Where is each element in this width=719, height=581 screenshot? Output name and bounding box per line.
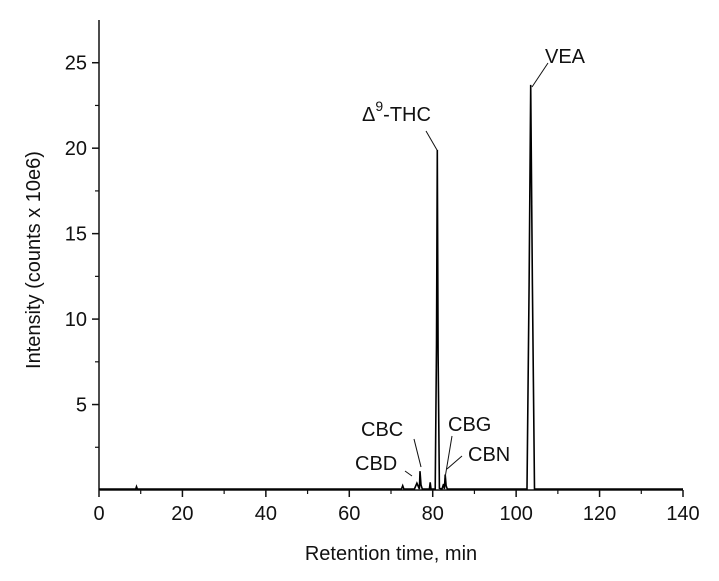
cbd-leader-line [404,470,413,477]
x-tick-label: 60 [338,503,360,525]
vea-peak-label: VEA [545,46,586,68]
y-tick-label: 15 [65,224,87,246]
y-tick-label: 10 [65,309,87,331]
x-ticks: 0 20 40 60 80 100 120 140 [93,490,700,525]
vea-leader-line [531,62,549,88]
x-tick-label: 40 [255,503,277,525]
x-axis-title: Retention time, min [305,543,477,565]
x-tick-label: 100 [499,503,532,525]
x-tick-label: 80 [422,503,444,525]
x-tick-label: 20 [171,503,193,525]
cbd-peak-label: CBD [355,453,397,475]
thc-label-sup: 9 [375,98,383,114]
x-tick-label: 140 [666,503,699,525]
y-tick-label: 5 [76,395,87,417]
cbc-leader-line [413,438,422,468]
thc-label-rest: -THC [383,104,431,126]
y-tick-label: 20 [65,138,87,160]
cbg-peak-label: CBG [448,414,491,436]
cbn-peak-label: CBN [468,444,510,466]
thc-peak-label: Δ9-THC [362,98,431,126]
annotation-layer: VEA Δ9-THC CBC CBD CBG CBN [355,46,586,479]
cbg-leader-line [444,435,453,479]
x-tick-label: 0 [93,503,104,525]
axes: 0 20 40 60 80 100 120 140 5 10 15 20 25 [65,20,700,525]
series-line-chromatogram [99,84,683,491]
cbn-leader-line [446,455,463,470]
cbc-peak-label: CBC [361,419,403,441]
thc-leader-line [425,130,438,151]
y-ticks: 5 10 15 20 25 [65,53,99,448]
x-tick-label: 120 [583,503,616,525]
y-tick-label: 25 [65,53,87,75]
thc-label-base: Δ [362,104,375,126]
y-axis-title: Intensity (counts x 10e6) [23,151,45,369]
series-layer [99,84,683,491]
